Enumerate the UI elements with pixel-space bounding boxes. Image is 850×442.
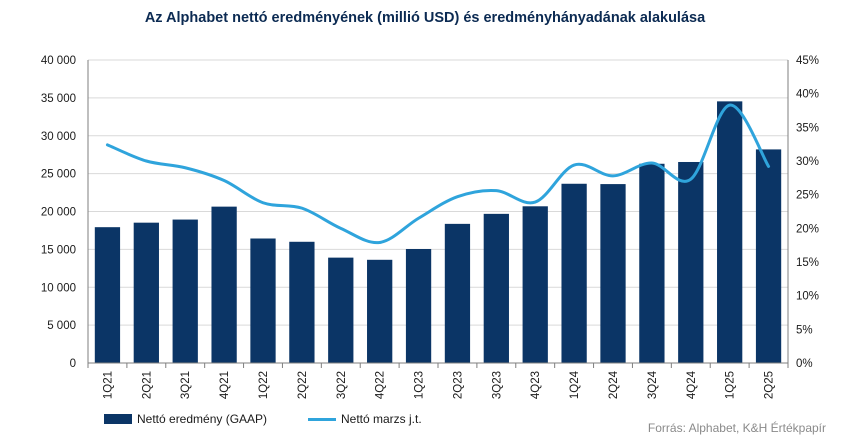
y-left-tick-label: 30 000 xyxy=(41,131,76,143)
y-left-tick-label: 15 000 xyxy=(41,244,76,256)
axes xyxy=(87,60,789,368)
y-right-tick-label: 25% xyxy=(796,190,819,202)
y-right-tick-label: 20% xyxy=(796,223,819,235)
y-right-tick-label: 10% xyxy=(796,291,819,303)
bar xyxy=(250,238,276,363)
source-note: Forrás: Alphabet, K&H Értékpapír xyxy=(647,421,826,435)
y-right-tick-label: 45% xyxy=(796,55,819,67)
x-tick-label: 2Q22 xyxy=(297,371,309,399)
legend-label-net-income: Nettó eredmény (GAAP) xyxy=(137,412,268,426)
bar xyxy=(133,222,159,363)
x-tick-label: 4Q21 xyxy=(219,371,231,399)
net-margin-line xyxy=(105,103,771,245)
y-left-tick-label: 0 xyxy=(70,358,76,370)
legend-swatch-line xyxy=(308,417,336,421)
x-tick-label: 1Q25 xyxy=(725,371,737,399)
legend-label-net-margin: Nettó marzs j.t. xyxy=(341,412,422,426)
y-left-tick-label: 10 000 xyxy=(41,282,76,294)
y-left-tick-label: 20 000 xyxy=(41,207,76,219)
bar-series xyxy=(94,101,782,363)
y-right-tick-label: 35% xyxy=(796,122,819,134)
x-tick-label: 2Q25 xyxy=(764,371,776,399)
y-right-tick-label: 5% xyxy=(796,324,813,336)
y-right-tick-label: 0% xyxy=(796,358,813,370)
x-tick-label: 2Q21 xyxy=(141,371,153,399)
x-tick-label: 3Q21 xyxy=(180,371,192,399)
bar xyxy=(717,101,743,363)
x-tick-label: 1Q22 xyxy=(258,371,270,399)
bar xyxy=(211,206,237,363)
y-left-tick-label: 5 000 xyxy=(47,320,76,332)
bar xyxy=(522,206,548,363)
legend-item-net-income: Nettó eredmény (GAAP) xyxy=(104,412,267,426)
bar xyxy=(94,227,121,363)
bar xyxy=(639,163,665,363)
chart-title: Az Alphabet nettó eredményének (millió U… xyxy=(144,10,706,26)
legend-swatch-bar xyxy=(104,414,132,424)
x-tick-label: 3Q23 xyxy=(491,371,503,399)
bar xyxy=(678,161,704,363)
y-left-tick-label: 35 000 xyxy=(41,93,76,105)
line-series xyxy=(105,103,771,245)
bar xyxy=(367,259,393,363)
bar xyxy=(328,257,354,363)
y-right-tick-label: 40% xyxy=(796,89,819,101)
x-tick-label: 3Q22 xyxy=(336,371,348,399)
bar xyxy=(561,183,587,363)
gridlines xyxy=(88,59,788,326)
bar xyxy=(444,223,471,363)
legend-item-net-margin: Nettó marzs j.t. xyxy=(308,412,422,426)
x-tick-label: 2Q23 xyxy=(452,371,464,399)
bar xyxy=(289,241,315,363)
bar xyxy=(755,149,782,363)
y-right-tick-label: 15% xyxy=(796,257,819,269)
x-tick-label: 1Q21 xyxy=(102,371,114,399)
bar xyxy=(172,219,198,363)
bar xyxy=(483,213,509,363)
x-tick-label: 1Q23 xyxy=(414,371,426,399)
y-left-tick-label: 25 000 xyxy=(41,169,76,181)
bar xyxy=(600,184,626,363)
tick-labels: 0 5 000 10 000 15 000 20 000 25 000 30 000 35 0… xyxy=(41,55,819,399)
x-tick-label: 4Q23 xyxy=(530,371,542,399)
y-left-tick-label: 40 000 xyxy=(41,55,76,67)
x-tick-label: 4Q24 xyxy=(686,370,698,399)
y-right-tick-label: 30% xyxy=(796,156,819,168)
x-tick-label: 1Q24 xyxy=(569,370,581,399)
x-tick-label: 2Q24 xyxy=(608,370,620,399)
x-tick-label: 4Q22 xyxy=(375,371,387,399)
x-tick-label: 3Q24 xyxy=(647,370,659,399)
bar xyxy=(405,248,432,363)
